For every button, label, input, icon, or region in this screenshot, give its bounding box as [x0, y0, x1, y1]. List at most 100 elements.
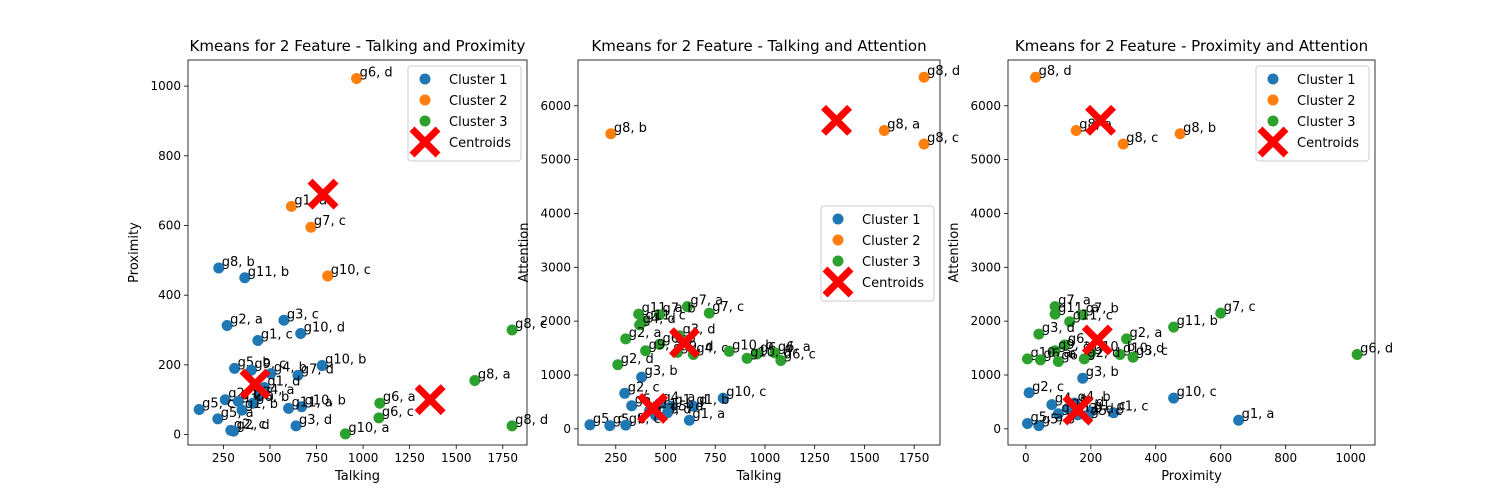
point-label: g2, c — [628, 380, 660, 395]
legend-marker — [832, 213, 844, 225]
y-tick-label: 5000 — [970, 153, 1001, 167]
point-label: g8, a — [478, 368, 511, 383]
point-label: g7, b — [663, 302, 696, 317]
data-point — [1077, 309, 1089, 321]
data-point — [283, 402, 295, 414]
x-tick-label: 500 — [259, 451, 282, 465]
point-label: g8, c — [515, 317, 547, 332]
data-point — [1064, 316, 1076, 328]
data-point — [228, 425, 240, 437]
point-label: g1, c — [261, 327, 293, 342]
legend-marker — [419, 115, 431, 127]
point-label: g9, a — [1058, 338, 1091, 353]
data-point — [1030, 71, 1042, 83]
x-axis-label: Talking — [736, 469, 782, 484]
data-point — [584, 419, 596, 431]
point-label: g6, d — [360, 65, 393, 80]
centroid-marker — [637, 392, 669, 424]
centroid-marker — [1085, 104, 1117, 136]
series-centroids — [637, 104, 853, 424]
legend-label: Centroids — [862, 276, 924, 291]
legend-marker — [419, 94, 431, 106]
x-tick-label: 800 — [1274, 451, 1297, 465]
legend-marker — [832, 234, 844, 246]
point-label: g1, c — [1117, 400, 1149, 415]
series-cluster-1: g3, bg2, c g10, cg5, ag4, ag1, dg1, bg11,… — [584, 364, 766, 432]
legend-label: Cluster 3 — [449, 115, 508, 130]
y-tick-label: 1000 — [150, 79, 181, 93]
legend-label: Centroids — [1297, 136, 1359, 151]
x-axis-label: Talking — [334, 469, 380, 484]
data-point — [620, 419, 632, 431]
y-axis-label: Attention — [517, 223, 532, 283]
data-point — [213, 262, 225, 274]
legend-centroid-marker — [409, 126, 441, 158]
point-label: g3, d — [299, 413, 332, 428]
data-point — [1033, 420, 1045, 432]
y-tick-label: 200 — [158, 358, 181, 372]
chart-title: Kmeans for 2 Feature - Proximity and Att… — [1015, 37, 1368, 55]
point-label: g7, c — [1224, 300, 1256, 315]
point-label: g7, d — [301, 362, 334, 377]
y-tick-label: 4000 — [970, 206, 1001, 220]
data-point — [1052, 408, 1064, 420]
point-label: g5, c — [1091, 404, 1123, 419]
data-point — [1021, 353, 1033, 365]
point-label: g11, b — [248, 265, 289, 280]
data-point — [1078, 353, 1090, 365]
point-label: g8, c — [1126, 131, 1158, 146]
point-label: g6, a — [1043, 347, 1076, 362]
data-point — [1021, 417, 1033, 429]
x-axis-label: Proximity — [1161, 469, 1222, 484]
legend-marker — [1267, 73, 1279, 85]
point-label: g10, c — [331, 263, 371, 278]
point-label: g11, b — [1177, 314, 1218, 329]
point-label: g5, b — [238, 355, 271, 370]
point-label: g11, a — [1058, 301, 1099, 316]
data-point — [239, 272, 251, 284]
point-label: g6, d — [1360, 342, 1393, 357]
legend-box — [1255, 65, 1370, 162]
chart-panel-1: Kmeans for 2 Feature - Talking and Proxi… — [127, 37, 548, 484]
data-point — [741, 352, 753, 364]
data-point — [506, 324, 518, 336]
point-label: g10, c — [1177, 385, 1217, 400]
point-label: g8, a — [887, 118, 920, 133]
point-label: g5, c — [593, 412, 625, 427]
data-point — [1117, 138, 1129, 150]
point-label: g2, a — [629, 326, 662, 341]
data-point — [662, 407, 674, 419]
point-label: g2, a — [1130, 326, 1163, 341]
data-point — [634, 319, 646, 331]
data-point — [296, 401, 308, 413]
data-point — [285, 200, 297, 212]
data-point — [1168, 392, 1180, 404]
y-tick-label: 800 — [158, 149, 181, 163]
point-label: g2, a — [230, 312, 263, 327]
x-tick-label: 400 — [1144, 451, 1167, 465]
data-point — [212, 413, 224, 425]
point-label: g7, a — [690, 294, 723, 309]
data-point — [605, 128, 617, 140]
data-point — [247, 397, 259, 409]
legend-label: Cluster 2 — [862, 234, 921, 249]
data-point — [316, 360, 328, 372]
data-point — [654, 309, 666, 321]
legend: Cluster 1 Cluster 2 Cluster 3 Centroids — [820, 205, 935, 302]
data-point — [292, 369, 304, 381]
data-point — [305, 221, 317, 233]
point-label: g10, b — [325, 353, 366, 368]
data-point — [374, 397, 386, 409]
centroid-marker — [668, 327, 700, 359]
point-label: g1, d — [267, 375, 300, 390]
data-point — [295, 328, 307, 340]
series-cluster-2: g8, dg8, a g8, bg8, c — [1030, 64, 1216, 150]
y-tick-label: 400 — [158, 288, 181, 302]
point-label: g3, c — [287, 307, 319, 322]
data-point — [620, 333, 632, 345]
data-point — [775, 354, 787, 366]
